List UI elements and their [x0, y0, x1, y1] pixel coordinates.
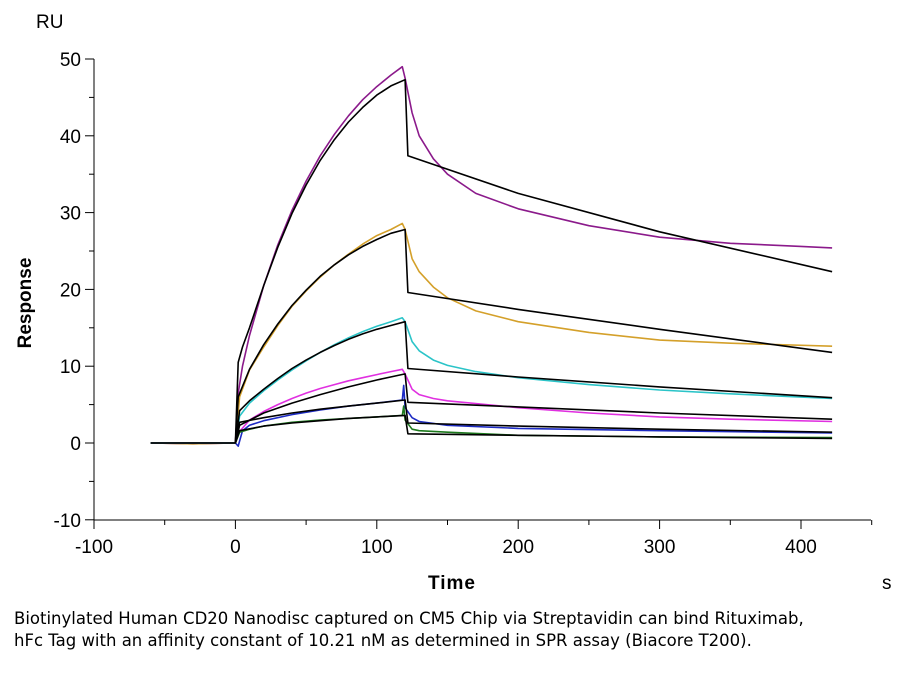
- series-layer: [150, 65, 833, 447]
- spr-sensorgram-chart: RU s Response Time -100 0 100 200 300 400-100…: [15, 12, 892, 594]
- fit-curve-3: [234, 228, 833, 444]
- fit-curve-1: [150, 78, 833, 444]
- y-tick-label: 10: [60, 357, 81, 378]
- y-tick-label: -10: [54, 511, 81, 532]
- y-tick-label: 50: [60, 50, 81, 71]
- x-tick-label: 300: [644, 537, 676, 558]
- x-axis-title: Time: [428, 573, 476, 594]
- sensorgram-curve-2: [150, 222, 833, 445]
- y-tick-label: 20: [60, 280, 81, 301]
- fit-curve-7: [234, 373, 833, 444]
- sensorgram-curve-0: [150, 65, 833, 445]
- figure-caption: Biotinylated Human CD20 Nanodisc capture…: [14, 609, 804, 650]
- x-unit-label: s: [882, 573, 892, 594]
- x-tick-label: -100: [75, 537, 113, 558]
- y-axis-title: Response: [15, 258, 36, 349]
- x-tick-label: 400: [785, 537, 817, 558]
- x-tick-label: 200: [502, 537, 534, 558]
- y-tick-label: 0: [70, 434, 81, 455]
- y-tick-label: 40: [60, 127, 81, 148]
- y-tick-label: 30: [60, 204, 81, 225]
- fit-curve-11: [234, 414, 833, 444]
- fit-curve-9: [234, 399, 833, 444]
- x-tick-label: 100: [361, 537, 393, 558]
- fit-curve-5: [234, 320, 833, 444]
- x-tick-label: 0: [230, 537, 241, 558]
- y-unit-label: RU: [36, 12, 63, 33]
